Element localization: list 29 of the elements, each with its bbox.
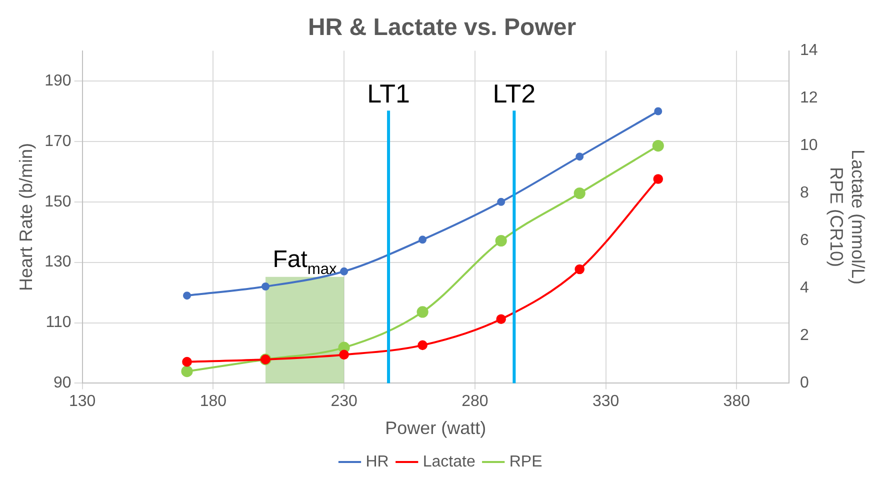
legend-label: Lactate bbox=[422, 453, 476, 470]
y2-tick-label: 8 bbox=[800, 184, 810, 202]
legend-label: HR bbox=[366, 453, 389, 470]
y-tick-label: 150 bbox=[44, 193, 72, 210]
x-tick-label: 180 bbox=[200, 393, 227, 410]
y-tick-label: 170 bbox=[44, 132, 72, 150]
y2-tick-label: 2 bbox=[800, 327, 810, 344]
y2-axis-title: Lactate (mmol/L) RPE (CR10) bbox=[826, 149, 868, 285]
ref-line-label: LT1 bbox=[367, 78, 410, 109]
ref-line-label: LT2 bbox=[492, 78, 536, 109]
y-tick-label: 90 bbox=[54, 374, 72, 392]
y2-tick-label: 14 bbox=[800, 42, 818, 60]
x-tick-label: 130 bbox=[68, 393, 96, 410]
y2-tick-label: 4 bbox=[800, 280, 810, 297]
y2-tick-label: 12 bbox=[800, 90, 818, 107]
y2-tick-label: 0 bbox=[800, 374, 810, 392]
x-tick-label: 330 bbox=[592, 393, 620, 410]
x-tick-label: 230 bbox=[330, 393, 358, 410]
x-tick-label: 280 bbox=[462, 393, 488, 410]
y-tick-label: 110 bbox=[46, 314, 72, 332]
y-tick-label: 130 bbox=[44, 254, 72, 271]
y-tick-label: 190 bbox=[44, 72, 72, 90]
y-axis-title: Heart Rate (b/min) bbox=[16, 142, 36, 292]
chart-title: HR & Lactate vs. Power bbox=[308, 14, 576, 42]
x-tick-label: 380 bbox=[723, 393, 750, 410]
x-axis-title: Power (watt) bbox=[385, 418, 486, 438]
y2-tick-label: 6 bbox=[800, 232, 810, 250]
y2-tick-label: 10 bbox=[800, 137, 818, 154]
legend-label: RPE bbox=[509, 453, 542, 470]
